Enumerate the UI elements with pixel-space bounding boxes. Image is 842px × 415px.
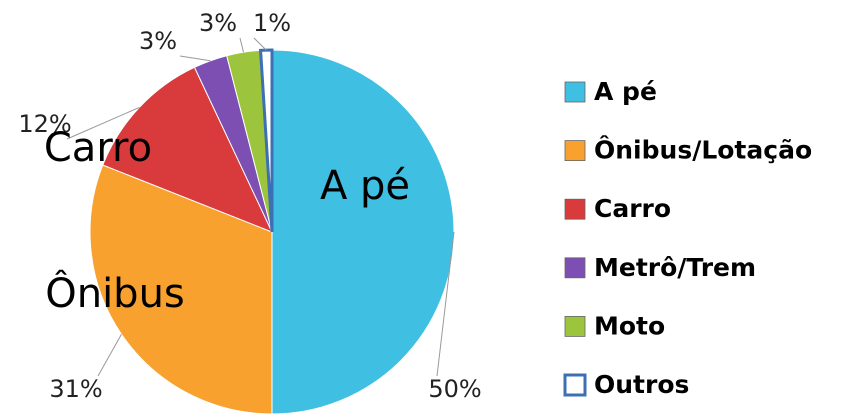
slice-label: Carro — [44, 125, 152, 171]
legend-label: Metrô/Trem — [594, 253, 756, 282]
leader-line — [436, 231, 455, 377]
leader-line — [66, 106, 140, 140]
percent-label: 12% — [18, 110, 71, 138]
leader-line — [179, 55, 211, 62]
percent-label: 31% — [49, 375, 102, 403]
percent-label: 3% — [199, 9, 237, 37]
leader-line — [97, 334, 122, 377]
legend-swatch — [564, 257, 586, 279]
pie-slice — [89, 164, 273, 415]
legend-swatch — [564, 315, 586, 337]
slice-label: Ônibus — [45, 269, 185, 317]
percent-label: 1% — [253, 9, 291, 37]
legend-swatch — [564, 140, 586, 162]
legend-label: A pé — [594, 77, 657, 106]
pie-slice — [102, 66, 273, 233]
legend-label: Moto — [594, 311, 665, 340]
legend-label: Carro — [594, 194, 671, 223]
leader-line — [239, 37, 245, 53]
slice-label: A pé — [320, 163, 410, 209]
leader-line — [253, 37, 267, 51]
legend-swatch — [564, 198, 586, 220]
legend-swatch — [564, 81, 586, 103]
legend-label: Ônibus/Lotação — [594, 135, 812, 165]
percent-label: 50% — [428, 375, 481, 403]
legend-label: Outros — [594, 370, 689, 399]
legend-swatch — [563, 373, 587, 397]
pie-slice — [271, 49, 455, 415]
percent-label: 3% — [139, 27, 177, 55]
